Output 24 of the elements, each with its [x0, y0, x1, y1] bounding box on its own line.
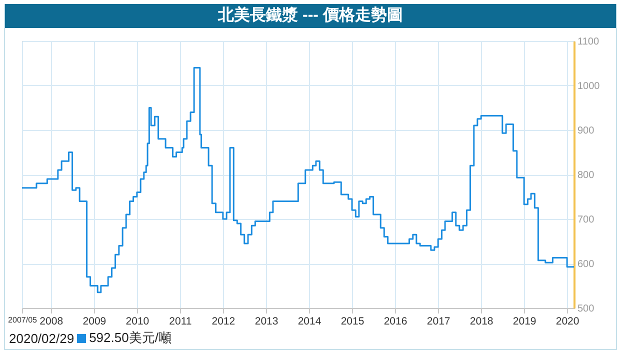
y-tick-label: 700	[578, 214, 595, 226]
x-tick-label: 2008	[40, 316, 64, 328]
text: 2020/02/29	[9, 330, 74, 346]
y-tick-label: 600	[578, 259, 595, 270]
y-tick-label: 900	[578, 126, 595, 136]
x-tick-label: 2020	[556, 316, 580, 328]
y-tick-label: 1000	[578, 81, 600, 92]
x-tick-label: 2015	[340, 316, 364, 328]
x-tick-label: 2019	[512, 316, 536, 328]
x-tick-label: 2011	[169, 316, 192, 328]
x-tick-label: 2012	[212, 316, 236, 328]
x-tick-label: 2018	[470, 316, 494, 328]
x-tick-label: 2010	[126, 316, 150, 328]
y-tick-label: 800	[578, 170, 595, 181]
text: 592.50美元/噸	[89, 329, 172, 347]
x-tick-label: 2017	[426, 316, 450, 328]
x-tick-label: 2007/05	[8, 316, 38, 324]
chart-title: 北美長鐵漿 --- 價格走勢圖	[5, 4, 616, 28]
x-tick-label: 2016	[384, 316, 408, 328]
x-tick-label: 2009	[82, 316, 106, 328]
y-tick-label: 500	[578, 304, 595, 314]
x-tick-label: 2013	[254, 316, 278, 328]
y-tick-label: 1100	[578, 36, 600, 48]
x-tick-label: 2014	[298, 316, 322, 328]
